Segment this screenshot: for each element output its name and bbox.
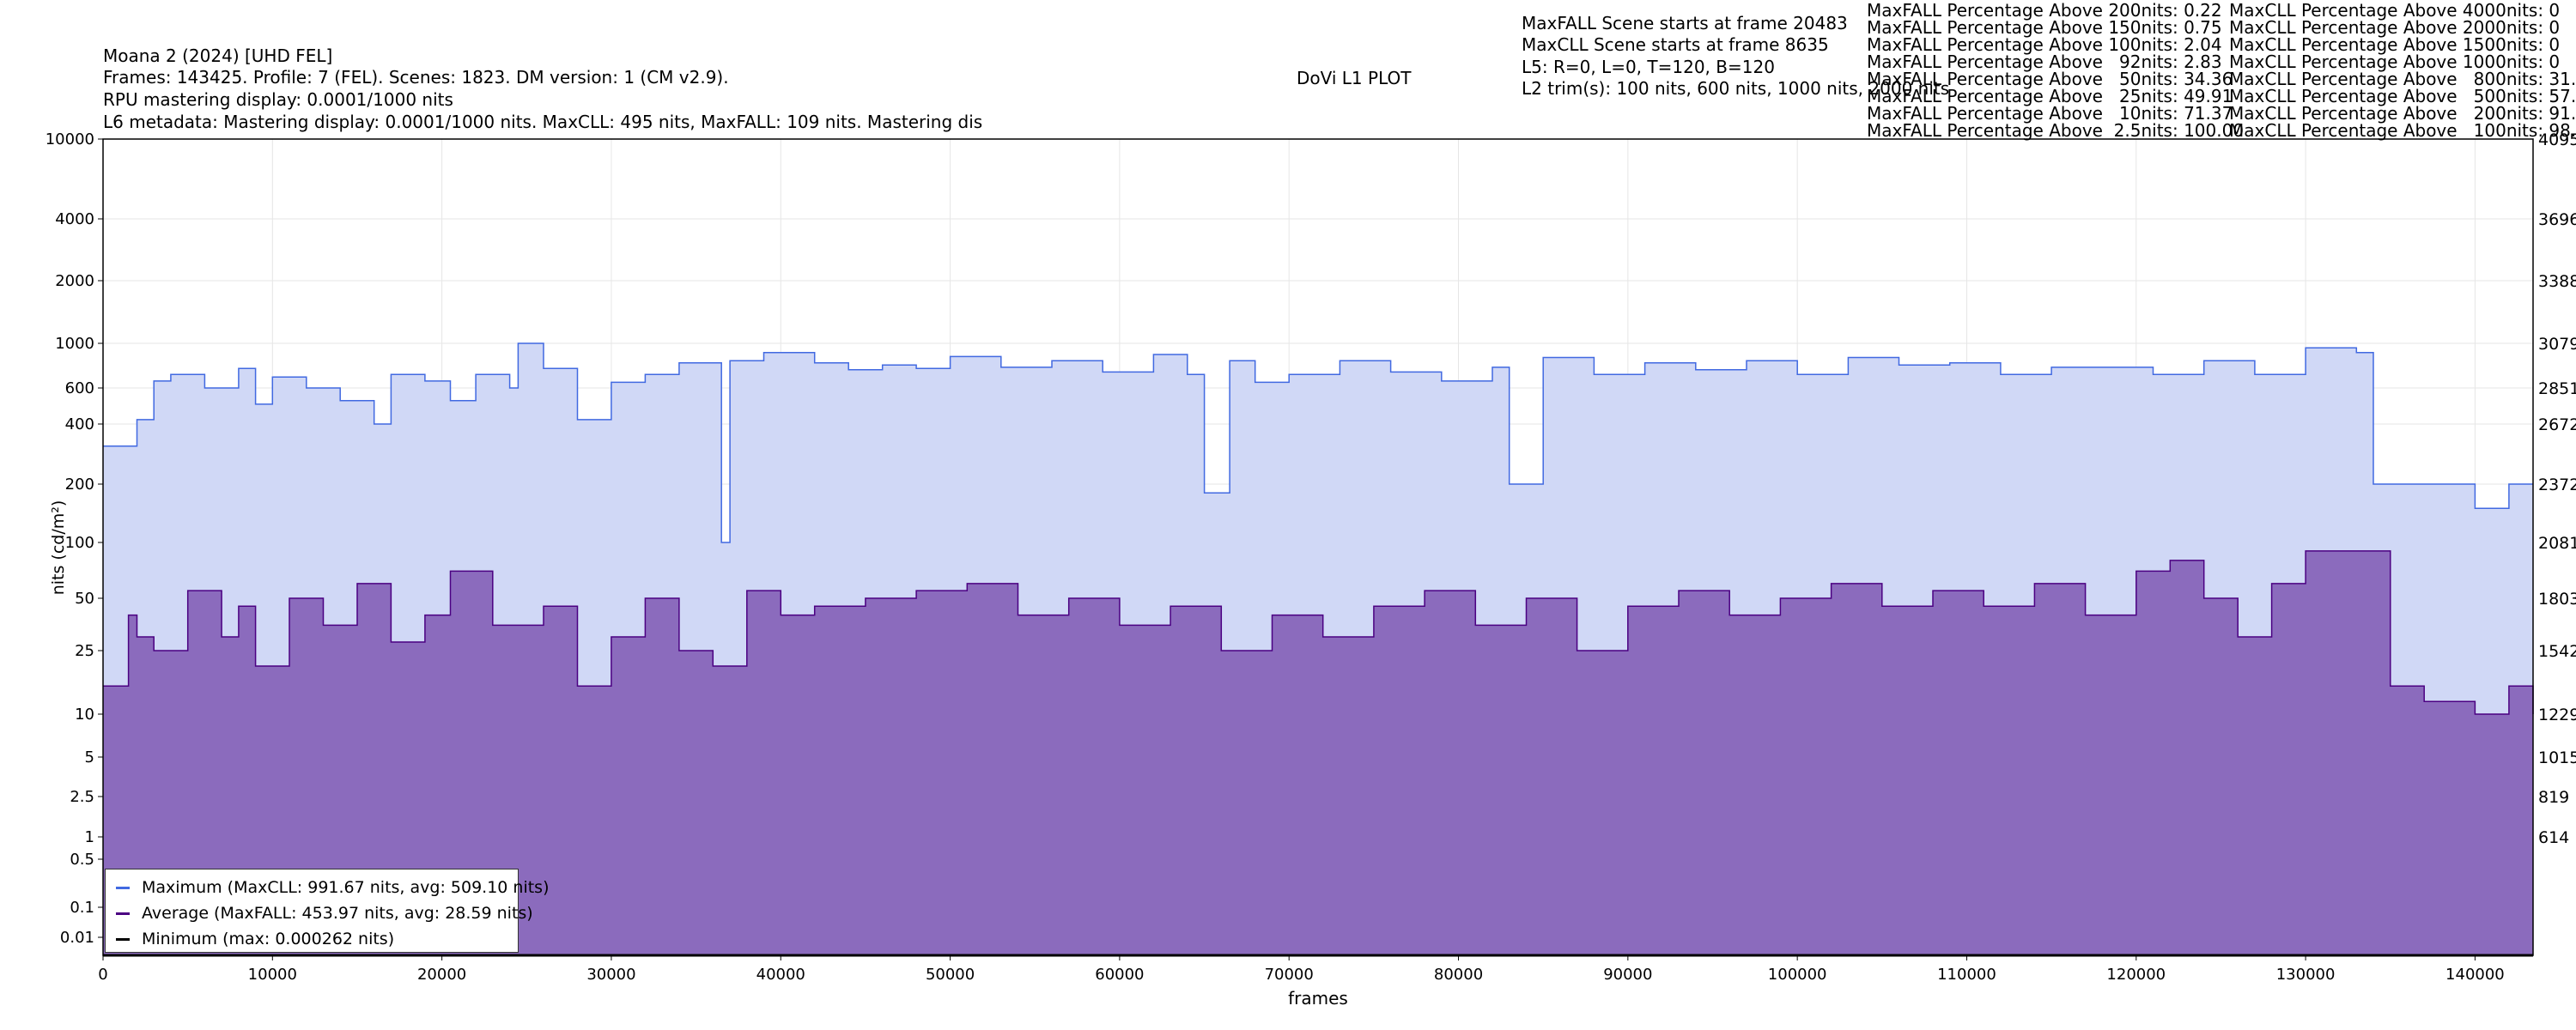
x-tick-label: 130000 <box>2276 966 2336 984</box>
maxcll-percentage-line: MaxCLL Percentage Above 100nits: 98.53 <box>2229 120 2576 141</box>
y-tick-label: 600 <box>65 379 94 397</box>
x-axis-label: frames <box>1288 988 1348 1009</box>
legend: Maximum (MaxCLL: 991.67 nits, avg: 509.1… <box>105 869 550 953</box>
y-tick-label-pq: 2081 <box>2538 534 2576 553</box>
maxcll-percentage-line: MaxCLL Percentage Above 1500nits: 0 <box>2229 34 2561 55</box>
l5-info: L5: R=0, L=0, T=120, B=120 <box>1522 57 1775 77</box>
y-tick-label: 0.01 <box>60 929 94 947</box>
y-tick-label: 5 <box>85 748 94 766</box>
axes <box>102 138 2534 956</box>
rpu-mastering-info: RPU mastering display: 0.0001/1000 nits <box>103 89 453 110</box>
maxfall-percentage-line: MaxFALL Percentage Above 200nits: 0.22 <box>1867 0 2222 21</box>
l6-metadata-info: L6 metadata: Mastering display: 0.0001/1… <box>103 112 983 132</box>
legend-swatch-maximum <box>116 887 130 889</box>
maxcll-scene-info: MaxCLL Scene starts at frame 8635 <box>1522 34 1829 55</box>
y-tick-label: 1 <box>85 828 94 846</box>
x-tick-label: 100000 <box>1768 966 1827 984</box>
y-tick-label: 0.5 <box>70 851 94 869</box>
maxcll-percentage-line: MaxCLL Percentage Above 2000nits: 0 <box>2229 17 2561 38</box>
x-tick-label: 40000 <box>756 966 805 984</box>
maxfall-percentage-line: MaxFALL Percentage Above 92nits: 2.83 <box>1867 52 2222 72</box>
maxfall-percentage-line: MaxFALL Percentage Above 150nits: 0.75 <box>1867 17 2222 38</box>
maxcll-percentage-line: MaxCLL Percentage Above 4000nits: 0 <box>2229 0 2561 21</box>
y-tick-label-pq: 2672 <box>2538 415 2576 434</box>
series-maximum-line <box>103 342 2533 543</box>
y-tick-label: 4000 <box>55 210 94 228</box>
series <box>103 342 2534 957</box>
series-average-fill <box>103 550 2533 955</box>
x-tick-label: 30000 <box>586 966 635 984</box>
maxfall-percentage-line: MaxFALL Percentage Above 50nits: 34.36 <box>1867 69 2233 89</box>
legend-swatch-minimum <box>116 938 130 941</box>
x-tick-label: 50000 <box>926 966 975 984</box>
l2-trims-info: L2 trim(s): 100 nits, 600 nits, 1000 nit… <box>1522 78 1950 99</box>
x-tick-label: 10000 <box>248 966 297 984</box>
y-tick-label: 25 <box>75 642 94 660</box>
y-tick-label: 400 <box>65 415 94 433</box>
y-tick-label-pq: 3388 <box>2538 272 2576 291</box>
y-tick-label-pq: 3696 <box>2538 210 2576 229</box>
y-tick-label-pq: 1803 <box>2538 590 2576 609</box>
plot-frame <box>102 138 2534 956</box>
y-tick-label-pq: 3079 <box>2538 335 2576 354</box>
x-tick-label: 140000 <box>2445 966 2505 984</box>
x-tick-label: 70000 <box>1265 966 1314 984</box>
legend-label-maximum: Maximum (MaxCLL: 991.67 nits, avg: 509.1… <box>142 878 550 897</box>
y-tick-label: 1000 <box>55 335 94 353</box>
legend-label-average: Average (MaxFALL: 453.97 nits, avg: 28.5… <box>142 904 533 923</box>
x-tick-label: 90000 <box>1603 966 1652 984</box>
y-tick-label: 0.1 <box>70 899 94 917</box>
x-tick-label: 80000 <box>1434 966 1483 984</box>
maxcll-percentage-line: MaxCLL Percentage Above 1000nits: 0 <box>2229 52 2561 72</box>
x-tick-label: 110000 <box>1937 966 1996 984</box>
maxfall-percentage-line: MaxFALL Percentage Above 2.5nits: 100.00 <box>1867 120 2245 141</box>
y-tick-label-pq: 819 <box>2538 788 2569 807</box>
frames-info: Frames: 143425. Profile: 7 (FEL). Scenes… <box>103 67 729 88</box>
x-tick-label: 120000 <box>2106 966 2166 984</box>
series-average-line <box>103 550 2534 715</box>
x-tick-label: 0 <box>98 966 107 984</box>
y-tick-label-pq: 614 <box>2538 828 2569 847</box>
y-tick-label-pq: 4095 <box>2538 130 2576 149</box>
maxcll-percentage-line: MaxCLL Percentage Above 200nits: 91.77 <box>2229 103 2576 124</box>
y-tick-label-pq: 1229 <box>2538 706 2576 724</box>
legend-swatch-average <box>116 912 130 915</box>
x-tick-label: 20000 <box>417 966 466 984</box>
plot-title: DoVi L1 PLOT <box>1297 68 1412 88</box>
y-tick-label: 200 <box>65 476 94 494</box>
y-tick-label: 10000 <box>46 130 94 148</box>
y-tick-label-pq: 1015 <box>2538 748 2576 767</box>
y-tick-label: 2000 <box>55 272 94 290</box>
maxcll-percentage-line: MaxCLL Percentage Above 800nits: 31.15 <box>2229 69 2576 89</box>
y-tick-label-pq: 1542 <box>2538 642 2576 661</box>
maxcll-percentage-line: MaxCLL Percentage Above 500nits: 57.48 <box>2229 86 2576 106</box>
y-tick-label: 100 <box>65 534 94 552</box>
chart-title: Moana 2 (2024) [UHD FEL] <box>103 45 333 66</box>
maxfall-percentage-line: MaxFALL Percentage Above 100nits: 2.04 <box>1867 34 2222 55</box>
y-tick-label: 10 <box>75 706 94 724</box>
legend-label-minimum: Minimum (max: 0.000262 nits) <box>142 930 395 948</box>
y-tick-label-pq: 2372 <box>2538 476 2576 494</box>
maxfall-percentage-line: MaxFALL Percentage Above 25nits: 49.91 <box>1867 86 2233 106</box>
y-tick-label: 2.5 <box>70 788 94 806</box>
y-tick-label: 50 <box>75 590 94 608</box>
x-tick-label: 60000 <box>1095 966 1144 984</box>
maxfall-percentage-line: MaxFALL Percentage Above 10nits: 71.37 <box>1867 103 2233 124</box>
maxfall-scene-info: MaxFALL Scene starts at frame 20483 <box>1522 13 1848 33</box>
y-tick-label-pq: 2851 <box>2538 379 2576 398</box>
y-axis-label: nits (cd/m²) <box>49 500 68 596</box>
